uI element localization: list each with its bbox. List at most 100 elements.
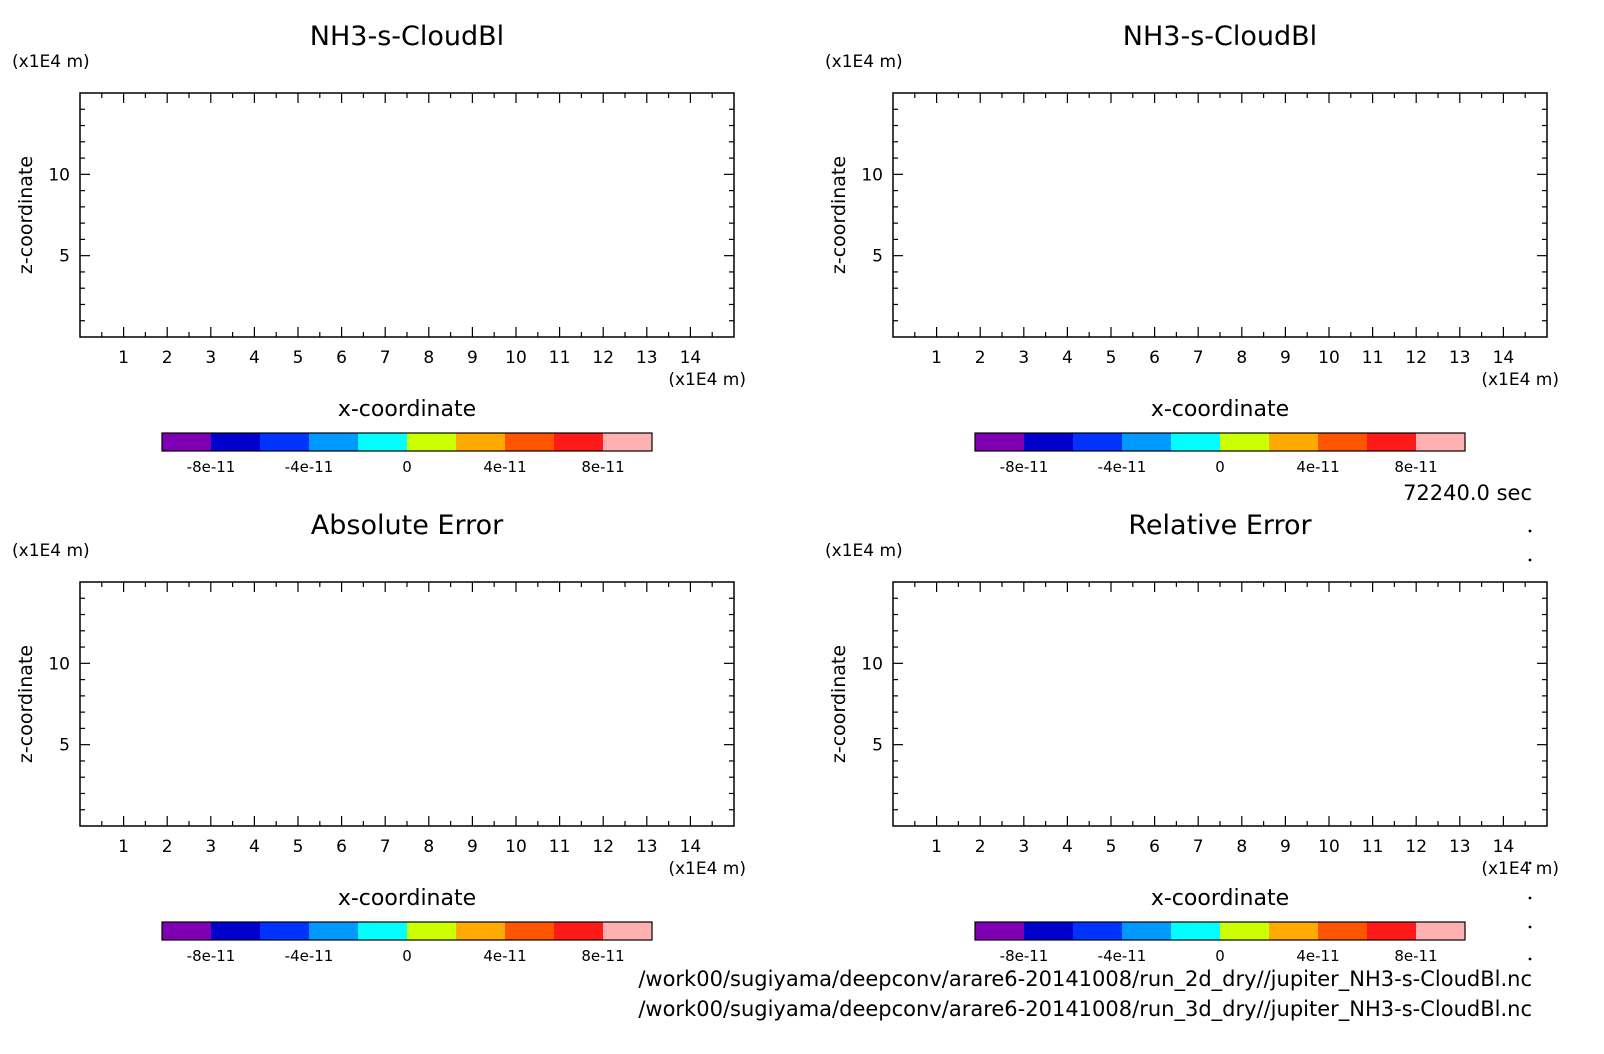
colorbar-segment (358, 922, 407, 940)
x-tick-label: 7 (380, 837, 391, 857)
x-tick-label: 9 (1280, 837, 1291, 857)
panel-title: NH3-s-CloudBl (310, 21, 504, 52)
x-tick-label: 11 (1362, 837, 1384, 857)
x-tick-label: 6 (1149, 837, 1160, 857)
colorbar-tick-label: -8e-11 (187, 947, 236, 965)
colorbar-segment (407, 922, 456, 940)
colorbar-tick-label: 8e-11 (1394, 947, 1437, 965)
x-tick-label: 14 (1493, 348, 1515, 368)
x-tick-label: 1 (118, 837, 129, 857)
colorbar-segment (1220, 433, 1269, 451)
colorbar-tick-label: -8e-11 (1000, 947, 1049, 965)
x-tick-label: 13 (636, 348, 658, 368)
plot-frame (892, 92, 1548, 338)
x-tick-label: 11 (549, 837, 571, 857)
colorbar-segment (554, 922, 603, 940)
x-tick-label: 10 (505, 837, 527, 857)
x-tick-label: 12 (1405, 837, 1427, 857)
colorbar-tick-label: 8e-11 (581, 947, 624, 965)
colorbar-segment (162, 922, 211, 940)
y-axis-label: z-coordinate (828, 645, 850, 763)
panel-4: Relative Error(x1E4 m)1 2 3 4 5 6 7 8 9 10 11 12 13 1… (825, 510, 1559, 965)
x-tick-label: 3 (1018, 348, 1029, 368)
x-axis-label: x-coordinate (1151, 886, 1289, 911)
x-tick-label: 10 (1318, 837, 1340, 857)
colorbar-segment (456, 922, 505, 940)
colorbar-segment (1416, 922, 1465, 940)
x-unit-label: (x1E4 m) (1481, 370, 1559, 390)
x-tick-label: 6 (1149, 348, 1160, 368)
x-tick-label: 1 (931, 348, 942, 368)
x-tick-label: 5 (293, 348, 304, 368)
x-tick-label: 3 (1018, 837, 1029, 857)
colorbar-tick-label: 0 (402, 458, 412, 476)
colorbar-segment (456, 433, 505, 451)
panel-1: NH3-s-CloudBl(x1E4 m)1 2 3 4 5 6 7 8 9 10 11 12 13 14… (12, 21, 746, 476)
x-tick-label: 5 (1106, 837, 1117, 857)
colorbar-tick-label: 0 (1215, 947, 1225, 965)
panel-3: Absolute Error(x1E4 m)1 2 3 4 5 6 7 8 9 10 11 12 13 1… (12, 510, 746, 965)
colorbar-segment (309, 433, 358, 451)
x-tick-label: 4 (1062, 837, 1073, 857)
stray-dot (1528, 529, 1532, 533)
x-tick-label: 2 (975, 348, 986, 368)
stray-dots (1528, 529, 1532, 961)
y-tick-label: 10 (861, 654, 883, 674)
x-tick-label: 2 (162, 837, 173, 857)
colorbar-segment (1024, 922, 1073, 940)
y-unit-label: (x1E4 m) (825, 541, 903, 561)
x-unit-label: (x1E4 m) (668, 859, 746, 879)
x-axis-label: x-coordinate (338, 886, 476, 911)
panel-title: Relative Error (1128, 510, 1312, 541)
x-tick-label: 3 (205, 348, 216, 368)
x-tick-label: 14 (1493, 837, 1515, 857)
colorbar-segment (1367, 922, 1416, 940)
colorbar-tick-label: 4e-11 (1296, 947, 1339, 965)
x-tick-label: 8 (423, 348, 434, 368)
colorbar-tick-label: 8e-11 (581, 458, 624, 476)
x-tick-label: 6 (336, 348, 347, 368)
x-tick-label: 10 (1318, 348, 1340, 368)
panel-title: NH3-s-CloudBl (1123, 21, 1317, 52)
y-tick-label: 5 (59, 247, 70, 267)
colorbar-tick-label: -4e-11 (285, 458, 334, 476)
colorbar-segment (1220, 922, 1269, 940)
x-tick-label: 12 (1405, 348, 1427, 368)
x-tick-label: 14 (680, 837, 702, 857)
colorbar-segment (554, 433, 603, 451)
stray-dot (1528, 558, 1532, 562)
x-tick-label: 14 (680, 348, 702, 368)
colorbar-frame (161, 432, 653, 452)
y-unit-label: (x1E4 m) (12, 541, 90, 561)
stray-dot (1528, 957, 1532, 961)
x-tick-label: 3 (205, 837, 216, 857)
colorbar-tick-label: -8e-11 (1000, 458, 1049, 476)
y-tick-label: 5 (872, 247, 883, 267)
x-axis-label: x-coordinate (1151, 397, 1289, 422)
colorbar-segment (260, 922, 309, 940)
colorbar-segment (1171, 922, 1220, 940)
colorbar-segment (1171, 433, 1220, 451)
colorbar-segment (1318, 922, 1367, 940)
y-tick-label: 10 (48, 165, 70, 185)
colorbar-segment (1416, 433, 1465, 451)
x-tick-label: 2 (162, 348, 173, 368)
y-tick-label: 10 (861, 165, 883, 185)
x-tick-label: 4 (249, 348, 260, 368)
x-axis-label: x-coordinate (338, 397, 476, 422)
x-tick-label: 13 (636, 837, 658, 857)
colorbar-segment (309, 922, 358, 940)
colorbar-segment (1024, 433, 1073, 451)
colorbar-segment (1073, 433, 1122, 451)
x-tick-label: 12 (592, 837, 614, 857)
x-tick-label: 9 (467, 837, 478, 857)
x-tick-label: 11 (1362, 348, 1384, 368)
x-tick-label: 8 (1236, 348, 1247, 368)
y-axis-label: z-coordinate (828, 156, 850, 274)
time-label: 72240.0 sec (1403, 481, 1532, 505)
colorbar-tick-label: -4e-11 (1098, 458, 1147, 476)
colorbar-segment (211, 922, 260, 940)
colorbar-segment (407, 433, 456, 451)
colorbar-segment (1367, 433, 1416, 451)
